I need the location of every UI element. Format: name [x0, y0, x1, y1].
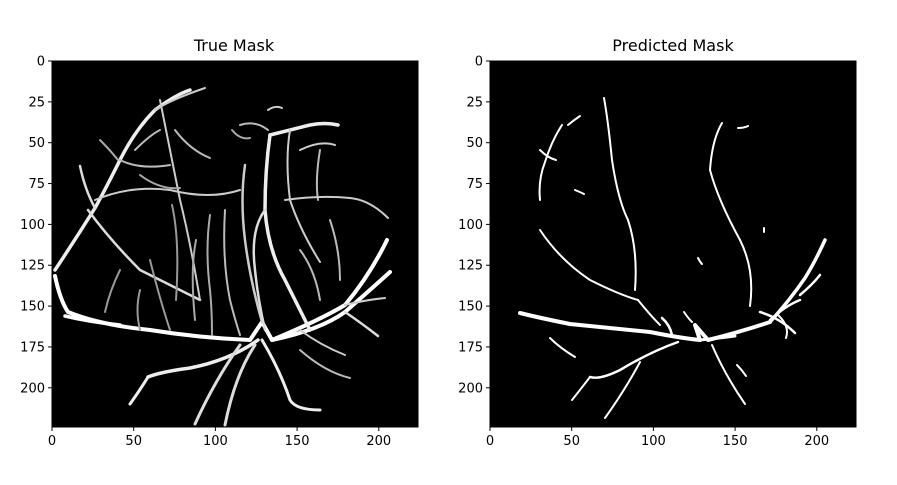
y-tick-label: 50: [466, 136, 483, 151]
y-tick-label: 150: [458, 300, 483, 315]
x-axis: 0 50 100 150 200: [48, 427, 391, 449]
mask-image-background: [490, 61, 856, 427]
y-tick-label: 200: [458, 381, 483, 396]
x-tick-label: 150: [723, 434, 748, 449]
axes-frame: [489, 60, 857, 428]
y-tick-label: 25: [28, 95, 45, 110]
y-axis: 0 25 50 75 100 125 150 175 200: [458, 55, 490, 396]
mask-image-background: [52, 61, 418, 427]
true-mask-vessels: [53, 87, 392, 427]
y-tick-label: 50: [28, 136, 45, 151]
x-tick-label: 200: [804, 434, 829, 449]
y-tick-label: 25: [466, 95, 483, 110]
y-tick-label: 100: [20, 218, 45, 233]
y-tick-label: 0: [475, 55, 483, 70]
x-tick-label: 50: [125, 434, 142, 449]
x-tick-label: 0: [486, 434, 494, 449]
x-tick-label: 100: [641, 434, 666, 449]
y-tick-label: 150: [20, 300, 45, 315]
y-tick-label: 125: [20, 259, 45, 274]
y-tick-label: 200: [20, 381, 45, 396]
x-tick-label: 200: [366, 434, 391, 449]
y-tick-label: 75: [466, 177, 483, 192]
y-tick-label: 175: [20, 340, 45, 355]
y-tick-label: 175: [458, 340, 483, 355]
x-axis: 0 50 100 150 200: [486, 427, 829, 449]
x-tick-label: 50: [563, 434, 580, 449]
panel-title: Predicted Mask: [612, 36, 734, 55]
y-tick-label: 0: [37, 55, 45, 70]
panel-title: True Mask: [193, 36, 275, 55]
y-tick-label: 75: [28, 177, 45, 192]
y-tick-label: 125: [458, 259, 483, 274]
panel-true-mask: True Mask: [20, 36, 419, 449]
y-tick-label: 100: [458, 218, 483, 233]
predicted-mask-vessels: [518, 97, 827, 419]
panel-predicted-mask: Predicted Mask: [458, 36, 857, 449]
y-axis: 0 25 50 75 100 125 150 175 200: [20, 55, 52, 396]
axes-frame: [51, 60, 419, 428]
x-tick-label: 150: [285, 434, 310, 449]
x-tick-label: 100: [203, 434, 228, 449]
x-tick-label: 0: [48, 434, 56, 449]
